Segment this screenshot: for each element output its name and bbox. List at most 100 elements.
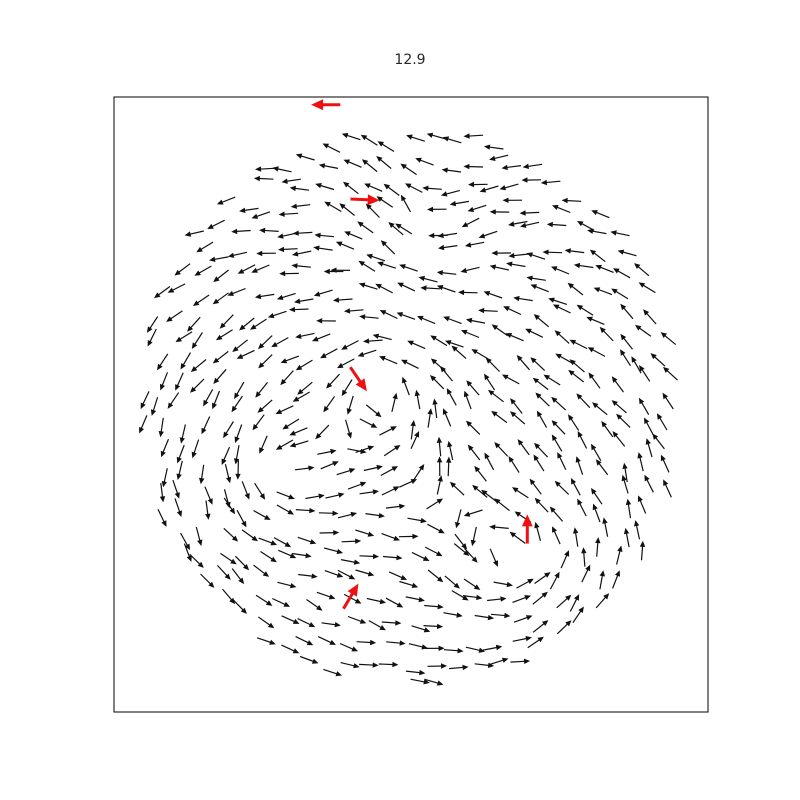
arrow bbox=[443, 316, 462, 325]
arrow bbox=[147, 328, 157, 347]
arrow bbox=[529, 478, 542, 495]
arrow bbox=[347, 615, 367, 624]
arrow bbox=[231, 395, 243, 413]
arrow bbox=[613, 268, 631, 279]
arrow bbox=[400, 163, 417, 176]
arrow bbox=[207, 219, 225, 229]
arrow bbox=[567, 282, 584, 296]
arrow bbox=[355, 529, 375, 537]
arrow bbox=[219, 314, 234, 329]
arrow bbox=[379, 426, 397, 436]
arrow bbox=[478, 307, 498, 314]
arrow bbox=[446, 388, 457, 406]
arrow bbox=[257, 399, 273, 413]
arrow bbox=[363, 338, 383, 344]
arrow bbox=[536, 410, 548, 428]
arrow bbox=[488, 389, 504, 403]
arrow bbox=[397, 282, 416, 292]
arrow bbox=[319, 530, 340, 536]
arrow bbox=[451, 345, 467, 360]
arrow bbox=[534, 521, 542, 541]
arrow bbox=[324, 201, 342, 213]
arrow bbox=[337, 569, 356, 580]
arrow bbox=[489, 548, 498, 567]
arrow bbox=[442, 136, 462, 144]
arrow bbox=[506, 261, 526, 268]
arrow bbox=[259, 227, 279, 234]
arrow bbox=[250, 318, 267, 330]
arrow bbox=[490, 612, 511, 619]
arrow bbox=[314, 232, 335, 239]
arrow bbox=[381, 486, 400, 496]
arrow bbox=[468, 181, 488, 188]
arrow bbox=[346, 395, 354, 415]
arrow bbox=[256, 250, 276, 257]
arrow bbox=[572, 606, 584, 624]
arrow bbox=[317, 448, 337, 455]
arrow bbox=[549, 506, 564, 522]
arrow bbox=[591, 443, 602, 461]
arrow bbox=[639, 540, 646, 561]
arrow bbox=[174, 498, 182, 517]
arrow bbox=[620, 333, 633, 350]
arrow bbox=[449, 664, 469, 671]
arrow bbox=[595, 593, 610, 609]
arrow bbox=[521, 177, 542, 183]
arrow bbox=[509, 531, 526, 544]
arrow bbox=[474, 465, 487, 482]
arrow bbox=[312, 333, 331, 342]
arrow bbox=[223, 421, 234, 439]
arrow bbox=[586, 316, 605, 325]
arrow bbox=[365, 203, 380, 218]
arrow bbox=[438, 244, 458, 251]
arrow bbox=[187, 316, 201, 332]
arrow bbox=[465, 646, 485, 653]
arrow bbox=[172, 479, 180, 499]
arrow bbox=[623, 527, 630, 548]
arrow bbox=[295, 332, 315, 339]
arrow bbox=[258, 616, 275, 629]
arrow bbox=[534, 497, 549, 513]
arrow bbox=[292, 552, 312, 559]
arrow bbox=[281, 178, 301, 184]
arrow bbox=[158, 417, 164, 438]
arrow bbox=[508, 252, 528, 259]
arrow bbox=[441, 167, 462, 173]
arrow bbox=[295, 153, 315, 161]
arrow bbox=[453, 543, 470, 556]
arrow bbox=[611, 376, 624, 393]
arrow bbox=[424, 546, 443, 557]
arrow bbox=[644, 474, 654, 493]
arrow bbox=[532, 377, 549, 391]
arrow bbox=[525, 328, 544, 338]
arrow bbox=[313, 245, 333, 251]
arrow bbox=[487, 596, 507, 602]
arrow bbox=[554, 480, 570, 495]
arrow bbox=[375, 283, 393, 294]
arrow bbox=[569, 339, 588, 350]
arrow bbox=[491, 410, 508, 424]
arrow bbox=[573, 262, 594, 269]
arrow bbox=[236, 509, 247, 528]
arrow bbox=[493, 581, 513, 588]
arrow bbox=[292, 391, 310, 402]
arrow bbox=[299, 655, 319, 664]
arrow bbox=[502, 374, 520, 385]
arrow bbox=[278, 549, 297, 559]
arrow bbox=[430, 358, 446, 372]
arrow bbox=[281, 615, 300, 624]
arrow bbox=[576, 393, 591, 409]
arrow bbox=[385, 597, 404, 608]
arrow bbox=[445, 340, 464, 348]
arrow bbox=[379, 356, 398, 365]
arrow bbox=[290, 203, 311, 209]
arrow bbox=[508, 456, 520, 473]
arrow bbox=[377, 141, 395, 153]
arrow bbox=[166, 310, 183, 322]
arrow bbox=[414, 389, 421, 410]
arrow bbox=[359, 662, 379, 668]
arrow bbox=[396, 312, 416, 320]
arrow bbox=[512, 487, 529, 499]
arrow bbox=[575, 456, 584, 475]
arrow bbox=[420, 285, 441, 291]
